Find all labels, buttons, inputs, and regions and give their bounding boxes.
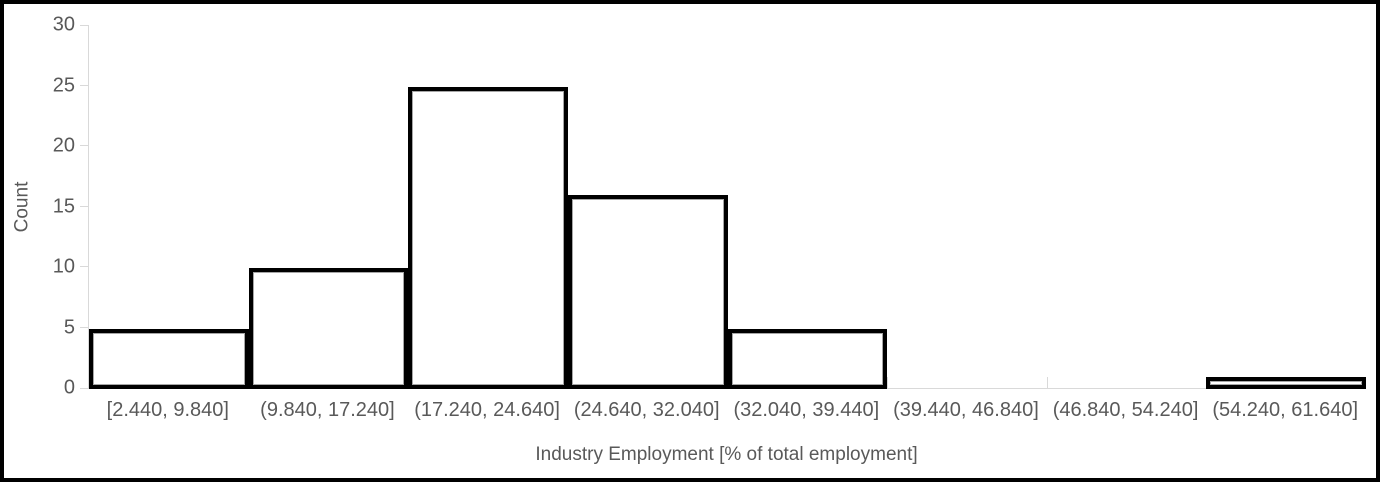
histogram-bin [408,25,568,389]
x-tick-label: (9.840, 17.240] [260,399,395,421]
histogram-bin [567,25,728,389]
y-tick-label: 30 [52,13,75,36]
histogram-bin [248,25,409,389]
y-tick-label: 10 [52,255,75,278]
y-tick-label: 25 [52,74,75,97]
x-tick-label: (46.840, 54.240] [1052,399,1199,421]
histogram-bar [1206,376,1366,389]
y-tick-label: 5 [63,316,75,339]
y-tick-label: 20 [52,134,75,157]
y-tick-label: 0 [63,376,75,399]
histogram-bar [727,328,888,389]
histogram-bin [887,25,1047,388]
x-tick-label: [2.440, 9.840] [106,399,229,421]
y-tick-mark [80,145,88,147]
y-tick-mark [80,387,88,389]
histogram-bar [567,195,728,389]
histogram-bin [89,25,249,389]
histogram-bar [248,268,409,389]
histogram-bin [1206,25,1366,389]
y-tick-label: 15 [52,195,75,218]
histogram-bars [89,25,1366,389]
x-axis-labels: [2.440, 9.840] (9.840, 17.240] (17.240, 24… [88,398,1365,423]
x-tick-mark [887,377,889,388]
y-axis-ticks: 0 5 10 15 20 25 30 [53,15,1366,398]
y-tick-mark [80,327,88,328]
histogram-bin [727,25,888,389]
x-axis-title: Industry Employment [% of total employme… [535,444,918,465]
x-tick-label: (39.440, 46.840] [893,399,1039,421]
x-tick-mark [1046,377,1048,388]
y-tick-mark [80,84,88,86]
histogram-bar [408,86,568,389]
x-tick-label: (54.240, 61.640] [1212,399,1359,421]
x-tick-label: (24.640, 32.040] [573,399,720,421]
x-tick-label: (17.240, 24.640] [414,399,560,421]
histogram-bin [1047,25,1207,388]
y-tick-mark [80,24,88,26]
y-tick-mark [80,266,88,268]
y-tick-mark [80,206,88,207]
plot-area: 0 5 10 15 20 25 30 [53,15,1366,398]
x-tick-label: (32.040, 39.440] [733,399,880,421]
histogram-bar [89,328,249,389]
